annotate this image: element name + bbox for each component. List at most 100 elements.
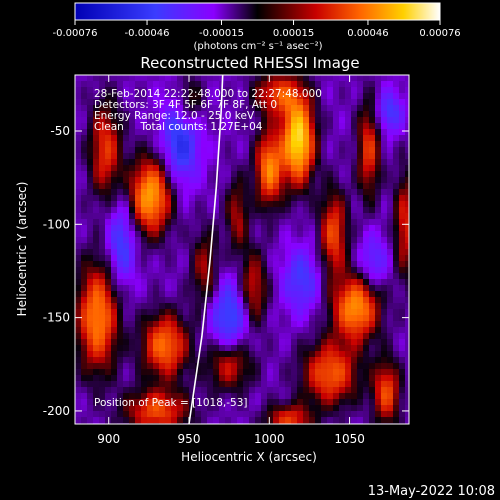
heatmap-cell [171, 363, 178, 370]
heatmap-cell [141, 279, 148, 286]
heatmap-cell [291, 411, 298, 418]
heatmap-cell [105, 183, 112, 190]
heatmap-cell [93, 147, 100, 154]
heatmap-cell [153, 231, 160, 238]
heatmap-cell [87, 159, 94, 166]
heatmap-cell [267, 261, 274, 268]
heatmap-cell [339, 375, 346, 382]
heatmap-cell [327, 219, 334, 226]
heatmap-cell [345, 219, 352, 226]
heatmap-cell [225, 159, 232, 166]
heatmap-cell [285, 117, 292, 124]
heatmap-cell [327, 165, 334, 172]
plot-frame [74, 74, 410, 425]
heatmap-cell [255, 267, 262, 274]
heatmap-cell [177, 201, 184, 208]
heatmap-cell [243, 195, 250, 202]
heatmap-cell [87, 219, 94, 226]
heatmap-cell [261, 333, 268, 340]
heatmap-cell [303, 273, 310, 280]
heatmap-cell [213, 315, 220, 322]
heatmap-cell [255, 117, 262, 124]
heatmap-cell [183, 177, 190, 184]
heatmap-cell [339, 213, 346, 220]
heatmap-cell [339, 177, 346, 184]
heatmap-cell [165, 141, 172, 148]
heatmap-cell [129, 171, 136, 178]
heatmap-cell [279, 351, 286, 358]
heatmap-cell [345, 81, 352, 88]
heatmap-cell [303, 213, 310, 220]
heatmap-cell [93, 255, 100, 262]
heatmap-cell [369, 135, 376, 142]
heatmap-cell [171, 117, 178, 124]
heatmap-cell [159, 219, 166, 226]
heatmap-cell [363, 123, 370, 130]
heatmap-cell [333, 165, 340, 172]
heatmap-cell [399, 333, 406, 340]
heatmap-cell [147, 153, 154, 160]
heatmap-cell [81, 375, 88, 382]
heatmap-cell [99, 387, 106, 394]
heatmap-cell [405, 135, 409, 142]
heatmap-cell [399, 123, 406, 130]
heatmap-cell [75, 81, 82, 88]
heatmap-cell [375, 297, 382, 304]
heatmap-cell [207, 207, 214, 214]
heatmap-cell [99, 309, 106, 316]
heatmap-cell [363, 285, 370, 292]
heatmap-cell [363, 369, 370, 376]
heatmap-cell [387, 255, 394, 262]
heatmap-cell [315, 225, 322, 232]
heatmap-cell [177, 417, 184, 424]
heatmap-cell [255, 75, 262, 82]
heatmap-cell [105, 153, 112, 160]
heatmap-cell [171, 81, 178, 88]
heatmap-cell [255, 123, 262, 130]
heatmap-cell [243, 165, 250, 172]
heatmap-cell [267, 333, 274, 340]
peak-annotation: Position of Peak = [1018,-53] [94, 397, 248, 409]
heatmap-cell [315, 111, 322, 118]
heatmap-cell [153, 273, 160, 280]
heatmap-cell [165, 231, 172, 238]
heatmap-cell [255, 375, 262, 382]
heatmap-cell [297, 141, 304, 148]
heatmap-cell [159, 273, 166, 280]
heatmap-cell [75, 93, 82, 100]
heatmap-cell [297, 309, 304, 316]
heatmap-cell [345, 381, 352, 388]
heatmap-cell [357, 399, 364, 406]
heatmap-cell [249, 231, 256, 238]
heatmap-cell [99, 141, 106, 148]
heatmap-cell [363, 75, 370, 82]
heatmap-cell [243, 231, 250, 238]
heatmap-cell [147, 297, 154, 304]
heatmap-cell [285, 81, 292, 88]
heatmap-cell [129, 333, 136, 340]
heatmap-cell [285, 141, 292, 148]
heatmap-cell [267, 231, 274, 238]
heatmap-cell [351, 321, 358, 328]
heatmap-cell [399, 231, 406, 238]
heatmap-cell [327, 81, 334, 88]
heatmap-cell [219, 153, 226, 160]
heatmap-cell [231, 417, 238, 424]
heatmap-cell [75, 393, 82, 400]
heatmap-cell [375, 105, 382, 112]
heatmap-cell [135, 225, 142, 232]
heatmap-cell [105, 363, 112, 370]
heatmap-cell [165, 189, 172, 196]
heatmap-cell [363, 87, 370, 94]
heatmap-cell [261, 249, 268, 256]
heatmap-cell [129, 117, 136, 124]
heatmap-cell [267, 303, 274, 310]
heatmap-cell [243, 75, 250, 82]
heatmap-cell [75, 399, 82, 406]
heatmap-cell [201, 189, 208, 196]
heatmap-cell [189, 261, 196, 268]
heatmap-cell [201, 99, 208, 106]
heatmap-cell [153, 255, 160, 262]
heatmap-cell [339, 333, 346, 340]
heatmap-cell [195, 225, 202, 232]
